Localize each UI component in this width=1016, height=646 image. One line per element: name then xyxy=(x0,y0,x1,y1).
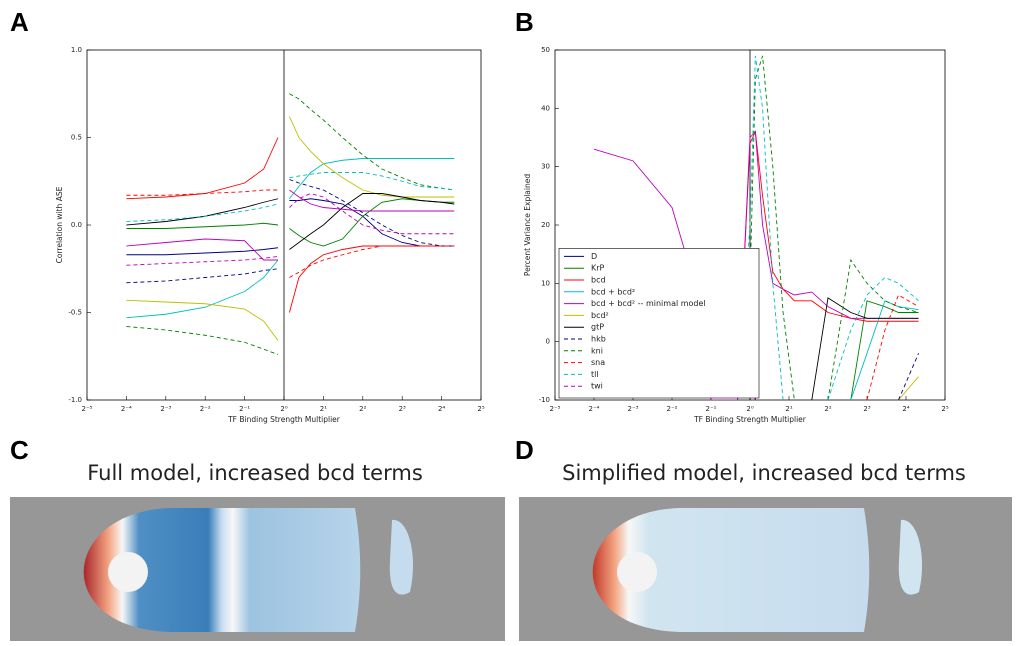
x-tick-label: 2⁻³ xyxy=(160,405,171,413)
x-axis-label: TF Binding Strength Multiplier xyxy=(227,415,341,424)
series-line xyxy=(850,300,919,400)
embryo-image xyxy=(519,497,1012,641)
x-tick-label: 2⁻³ xyxy=(628,405,639,413)
y-tick-label: 20 xyxy=(541,221,550,229)
y-tick-label: 10 xyxy=(541,279,550,287)
y-tick-label: 0 xyxy=(546,338,550,346)
series-line xyxy=(126,189,455,278)
y-tick-label: 1.0 xyxy=(71,46,82,54)
series-line xyxy=(850,300,919,400)
panel-letter: A xyxy=(10,7,29,37)
series-line xyxy=(126,193,455,266)
x-tick-label: 2⁻¹ xyxy=(706,405,717,413)
panel-letter: B xyxy=(515,7,534,37)
legend-label: tll xyxy=(591,370,599,379)
embryo-spot xyxy=(108,552,148,592)
x-tick-label: 2⁻² xyxy=(667,405,678,413)
x-tick-label: 2⁰ xyxy=(280,405,287,413)
x-tick-label: 2⁵ xyxy=(477,405,484,413)
series-line xyxy=(126,116,455,341)
series-group xyxy=(126,93,455,355)
series-line xyxy=(736,55,919,400)
series-line xyxy=(811,297,919,400)
panel-letter: D xyxy=(515,435,534,465)
legend-label: sna xyxy=(591,358,605,367)
legend-label: bcd xyxy=(591,276,606,285)
legend-label: gtP xyxy=(591,323,604,332)
series-line xyxy=(126,158,455,319)
legend-label: KrP xyxy=(591,264,605,273)
legend-label: bcd + bcd² -- minimal model xyxy=(591,299,706,308)
x-tick-label: 2¹ xyxy=(320,405,327,413)
x-tick-label: 2⁻⁴ xyxy=(589,405,600,413)
y-tick-label: -10 xyxy=(539,396,550,404)
y-tick-label: -0.5 xyxy=(68,309,82,317)
series-line xyxy=(126,137,455,313)
series-line xyxy=(126,198,455,247)
x-tick-label: 2⁴ xyxy=(438,405,445,413)
series-line xyxy=(898,376,919,400)
legend-label: bcd + bcd² xyxy=(591,287,635,296)
panel-title: Simplified model, increased bcd terms xyxy=(562,461,966,485)
panel-title: Full model, increased bcd terms xyxy=(87,461,423,485)
legend-label: hkb xyxy=(591,335,606,344)
legend-box xyxy=(558,248,760,399)
x-tick-label: 2³ xyxy=(399,405,406,413)
embryo xyxy=(592,508,870,632)
legend-label: kni xyxy=(591,346,603,355)
series-line xyxy=(126,193,455,250)
x-tick-label: 2⁻² xyxy=(200,405,211,413)
y-tick-label: 40 xyxy=(541,104,550,112)
y-tick-label: 50 xyxy=(541,46,550,54)
series-line xyxy=(126,179,455,284)
y-tick-label: 30 xyxy=(541,163,550,171)
x-tick-label: 2⁻¹ xyxy=(239,405,250,413)
x-tick-label: 2⁵ xyxy=(941,405,948,413)
x-tick-label: 2⁴ xyxy=(902,405,909,413)
series-line xyxy=(126,172,455,222)
x-tick-label: 2¹ xyxy=(785,405,792,413)
x-tick-label: 2⁻⁵ xyxy=(550,405,561,413)
legend-label: D xyxy=(591,252,597,261)
panel-letter: C xyxy=(10,435,29,465)
x-tick-label: 2² xyxy=(359,405,366,413)
y-tick-label: 0.5 xyxy=(71,134,82,142)
embryo-image xyxy=(10,497,505,641)
x-tick-label: 2³ xyxy=(863,405,870,413)
series-line xyxy=(736,294,919,400)
series-line xyxy=(736,55,919,400)
embryo-fragment xyxy=(898,519,923,595)
embryo-fragment xyxy=(389,519,414,595)
x-axis-label: TF Binding Strength Multiplier xyxy=(693,415,807,424)
legend-label: bcd² xyxy=(591,311,609,320)
series-line xyxy=(736,130,919,400)
series-line xyxy=(126,93,455,355)
x-tick-label: 2⁻⁵ xyxy=(82,405,93,413)
legend-label: twi xyxy=(591,382,603,391)
y-axis-label: Percent Variance Explained xyxy=(523,174,532,276)
x-tick-label: 2² xyxy=(824,405,831,413)
series-line xyxy=(736,318,919,400)
embryo-spot xyxy=(617,552,657,592)
x-tick-label: 2⁻⁴ xyxy=(121,405,132,413)
embryo xyxy=(83,508,361,632)
y-axis-label: Correlation with ASE xyxy=(55,186,64,263)
y-tick-label: -1.0 xyxy=(68,396,82,404)
x-tick-label: 2⁰ xyxy=(746,405,753,413)
series-line xyxy=(126,189,455,261)
y-tick-label: 0.0 xyxy=(71,221,82,229)
